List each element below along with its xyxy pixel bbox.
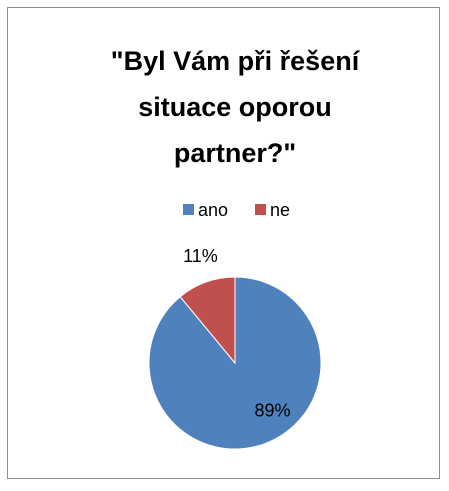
pie-slice [148, 276, 322, 450]
legend-swatch [183, 204, 194, 215]
chart-title: "Byl Vám při řešení situace oporou partn… [110, 46, 360, 168]
legend-label: ano [198, 200, 228, 220]
data-label: 89% [254, 400, 290, 420]
legend-label: ne [270, 200, 290, 220]
data-label: 11% [183, 246, 218, 266]
pie-slice [179, 276, 236, 365]
legend-swatch [255, 204, 266, 215]
chart-border [7, 7, 440, 479]
